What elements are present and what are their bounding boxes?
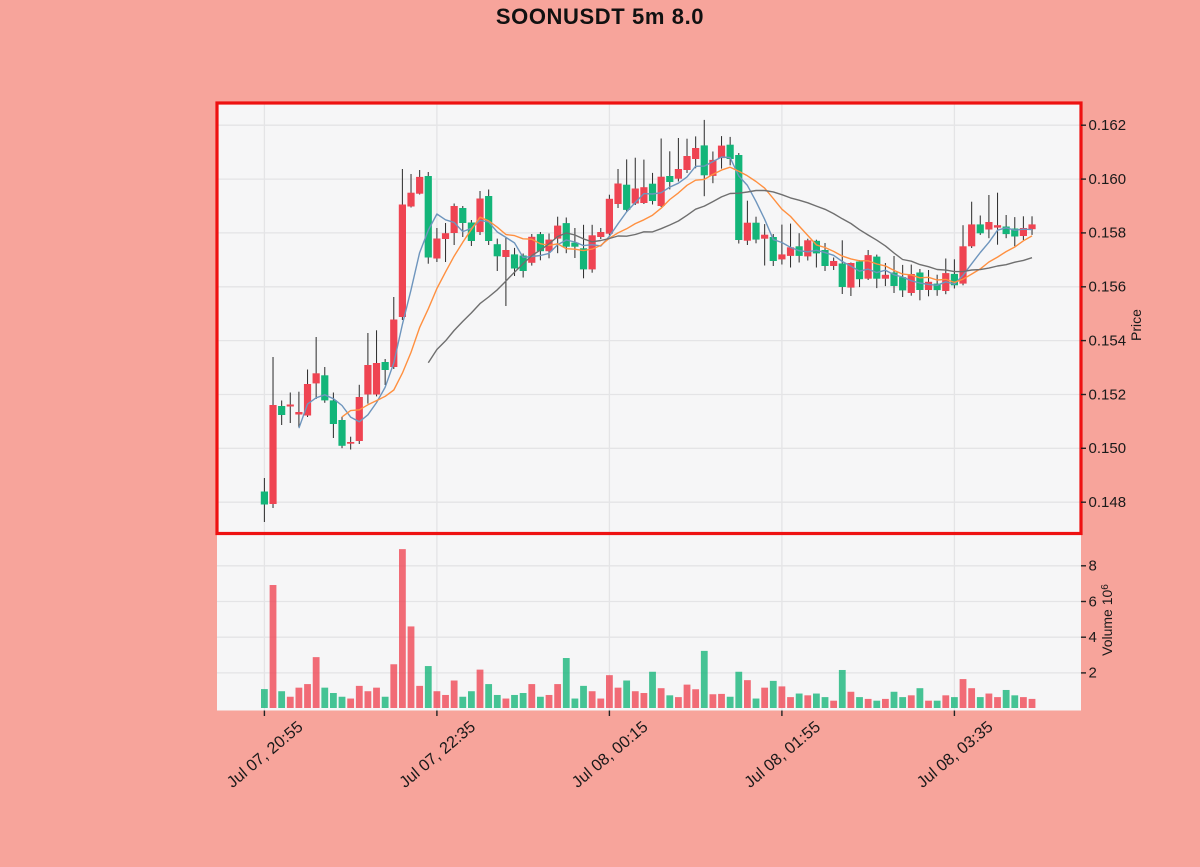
svg-text:2: 2 <box>1089 665 1097 682</box>
svg-text:0.162: 0.162 <box>1089 117 1127 134</box>
svg-text:0.150: 0.150 <box>1089 440 1127 457</box>
svg-text:0.148: 0.148 <box>1089 494 1127 511</box>
svg-text:6: 6 <box>1089 593 1097 610</box>
svg-text:0.154: 0.154 <box>1089 332 1127 349</box>
svg-text:0.156: 0.156 <box>1089 279 1127 296</box>
svg-text:SOONUSDT 5m 8.0: SOONUSDT 5m 8.0 <box>496 4 704 29</box>
svg-text:0.160: 0.160 <box>1089 171 1127 188</box>
svg-text:Volume 106: Volume 106 <box>1099 584 1115 656</box>
svg-text:Price: Price <box>1128 309 1144 341</box>
svg-text:0.158: 0.158 <box>1089 225 1127 242</box>
svg-text:8: 8 <box>1089 558 1097 575</box>
svg-text:0.152: 0.152 <box>1089 386 1127 403</box>
svg-text:4: 4 <box>1089 629 1097 646</box>
